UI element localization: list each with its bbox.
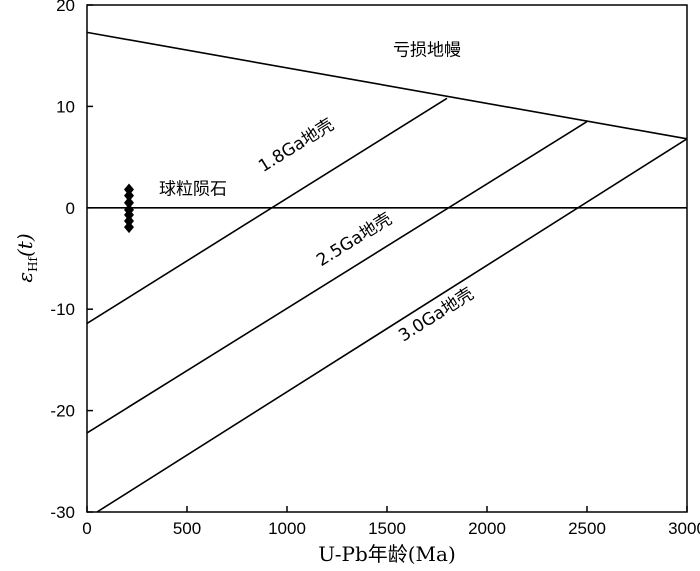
x-tick-label: 2500 — [568, 519, 606, 538]
y-axis-title-sub: Hf — [26, 255, 40, 271]
sample-point — [124, 221, 134, 234]
y-axis-title-main: ε — [13, 272, 37, 283]
sample-point — [124, 183, 134, 196]
sample-point — [124, 208, 134, 221]
ticks-layer: 0 500 1000 1500 2000 2500 3000 -30 -20 -10 0 10 20 — [50, 0, 700, 538]
annotation-2.5ga: 2.5Ga地壳 — [313, 209, 395, 271]
y-tick-label: -10 — [50, 300, 75, 319]
sample-point — [124, 189, 134, 202]
x-tick-label: 3000 — [668, 519, 700, 538]
sample-point — [124, 196, 134, 209]
x-tick-label: 2000 — [468, 519, 506, 538]
y-tick-label: 0 — [66, 199, 75, 218]
series-line-series — [86, 31, 688, 140]
annotation-series: 亏损地幔 — [393, 41, 461, 61]
series-layer — [86, 31, 688, 513]
y-tick-label: -30 — [50, 503, 75, 522]
series-line-2.5ga — [86, 120, 588, 434]
series-line-3.0ga — [96, 138, 688, 513]
x-tick-label: 500 — [173, 519, 201, 538]
x-axis-title: U-Pb年龄(Ma) — [318, 542, 456, 566]
y-tick-label: 10 — [56, 97, 75, 116]
x-tick-label: 1500 — [368, 519, 406, 538]
y-tick-label: 20 — [56, 0, 75, 15]
x-tick-label: 0 — [82, 519, 91, 538]
annotation-1.8ga: 1.8Ga地壳 — [255, 115, 337, 177]
y-axis-title: εHf(t) — [13, 233, 40, 282]
x-tick-label: 1000 — [268, 519, 306, 538]
annotation-series: 球粒陨石 — [159, 180, 227, 200]
series-line-1.8ga — [86, 97, 448, 325]
y-axis-title-suffix: (t) — [13, 233, 37, 257]
sample-point — [124, 214, 134, 227]
plot-frame — [86, 4, 688, 513]
y-tick-label: -20 — [50, 402, 75, 421]
